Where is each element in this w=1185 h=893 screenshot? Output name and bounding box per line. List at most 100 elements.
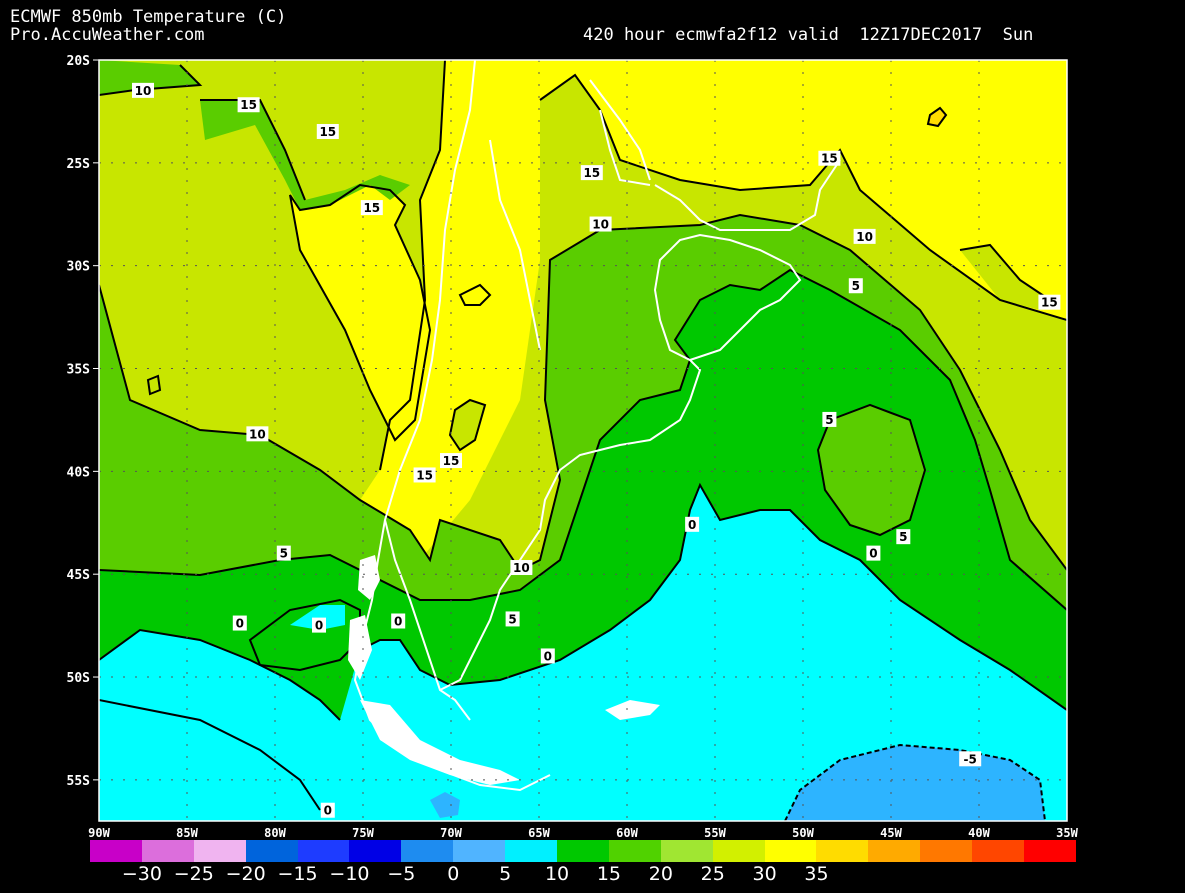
contour-label-box [896, 529, 911, 545]
contour-label-box [391, 613, 406, 629]
contour-label-box [822, 411, 837, 427]
lat-label: 35S [67, 363, 91, 378]
color-scale [90, 840, 1076, 862]
contour-label: 10 [856, 230, 873, 244]
color-swatch [920, 840, 973, 862]
lat-label: 50S [67, 671, 91, 686]
contour-label: 0 [236, 617, 244, 631]
color-scale-label: −20 [225, 863, 266, 885]
contour-label: 15 [319, 125, 336, 139]
contour-label-box [413, 467, 436, 483]
lat-label: 45S [67, 568, 91, 583]
color-scale-label: 30 [752, 863, 777, 885]
contour-label-box [959, 751, 982, 767]
contour-label: 15 [583, 166, 600, 180]
lon-label: 35W [1056, 826, 1078, 840]
contour-label: 15 [363, 201, 380, 215]
contour-label-box [360, 200, 383, 216]
lon-label: 70W [440, 826, 462, 840]
color-swatch [349, 840, 402, 862]
contour-label: 0 [688, 518, 696, 532]
contour-label: 0 [394, 614, 402, 628]
contour-label: 15 [240, 98, 257, 112]
lon-label: 90W [88, 826, 110, 840]
lat-label: 55S [67, 774, 91, 789]
color-scale-label: 20 [648, 863, 673, 885]
contour-label-box [510, 560, 533, 576]
lat-label: 30S [67, 260, 91, 275]
contour-label-box [540, 648, 555, 664]
contour-label: 10 [513, 561, 530, 575]
color-swatch [868, 840, 921, 862]
lon-label: 55W [704, 826, 726, 840]
color-scale-label: 0 [447, 863, 460, 885]
contour-label: -5 [964, 752, 977, 766]
contour-label-box [312, 617, 326, 633]
contour-label-box [276, 545, 291, 561]
contour-label-box [818, 150, 841, 166]
contour-label-box [505, 611, 520, 627]
lon-label: 40W [968, 826, 990, 840]
contour-label-box [1038, 294, 1061, 310]
contour-label: 0 [544, 649, 552, 663]
contour-label: 0 [324, 804, 332, 818]
lon-label: 80W [264, 826, 286, 840]
lon-label: 50W [792, 826, 814, 840]
temperature-field [99, 60, 1067, 821]
color-swatch [297, 840, 350, 862]
color-swatch [972, 840, 1025, 862]
contour-label: 15 [821, 152, 838, 166]
contour-label: 5 [852, 279, 860, 293]
color-swatch [712, 840, 765, 862]
band-neg5-small [430, 792, 460, 818]
band-0-pocket-cyan [290, 605, 345, 630]
contour-label-box [316, 123, 339, 139]
color-swatch [1024, 840, 1076, 862]
contour-label-box [440, 453, 462, 469]
run-info: 420 hour ecmwfa2f12 valid 12Z17DEC2017 S… [583, 25, 1034, 45]
contour-label: 15 [1041, 296, 1058, 310]
color-swatch [90, 840, 142, 862]
contour-labels: 10 15 15 15 15 15 10 10 5 15 5 10 15 15 0 5 5 0 10 5 0 0 0 0 -5 0 [132, 82, 1061, 818]
contour-label: 5 [280, 547, 288, 561]
contour-label: 10 [135, 84, 152, 98]
color-swatch [660, 840, 713, 862]
contour-label: 0 [869, 547, 877, 561]
contour-label: 10 [592, 218, 609, 232]
color-scale-label: 10 [544, 863, 570, 885]
lon-label: 85W [176, 826, 198, 840]
band-15-ne [960, 245, 1050, 310]
color-scale-label: 25 [700, 863, 725, 885]
color-swatch [245, 840, 298, 862]
contour-label: 15 [416, 468, 433, 482]
source-label: Pro.AccuWeather.com [10, 25, 205, 45]
color-swatch [816, 840, 869, 862]
lon-label: 45W [880, 826, 902, 840]
lat-label: 25S [67, 157, 91, 172]
contour-label: 5 [825, 413, 833, 427]
contour-label-box [848, 278, 863, 294]
contour-label-box [246, 426, 269, 442]
color-scale-label: 35 [804, 863, 829, 885]
lon-label: 60W [616, 826, 638, 840]
band-0 [99, 485, 1067, 821]
lat-axis: 20S 25S 30S 35S 40S 45S 50S 55S [67, 54, 99, 789]
contour-label-box [589, 216, 612, 232]
contour-label: 5 [508, 612, 516, 626]
contour-label: 10 [249, 427, 266, 441]
color-swatch [401, 840, 454, 862]
contour-label-box [132, 82, 154, 98]
contour-label-box [237, 97, 260, 113]
contour-label-box [853, 228, 876, 244]
band-15 [99, 60, 445, 520]
map-title: ECMWF 850mb Temperature (C) [10, 7, 287, 27]
contour-label-box [320, 802, 335, 818]
band-10-nw [200, 100, 410, 210]
color-scale-label: −15 [277, 863, 318, 885]
color-scale-label: −30 [121, 863, 162, 885]
contour-label-box [866, 545, 881, 561]
color-scale-label: 5 [499, 863, 512, 885]
lat-label: 20S [67, 54, 91, 69]
band-20-west [290, 185, 430, 440]
